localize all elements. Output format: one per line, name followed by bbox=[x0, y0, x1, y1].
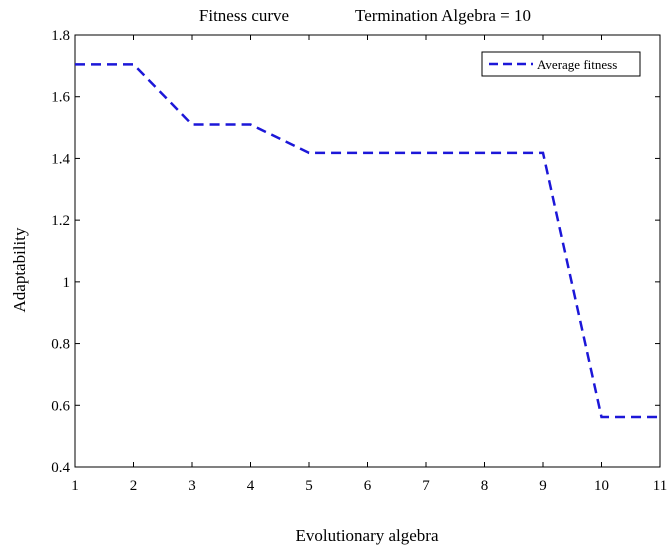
legend-label-average-fitness: Average fitness bbox=[537, 57, 617, 72]
plot-area-frame bbox=[74, 34, 661, 468]
x-tick-label: 6 bbox=[364, 478, 372, 494]
y-tick-label: 1.4 bbox=[51, 151, 70, 167]
x-tick-label: 10 bbox=[594, 478, 609, 494]
y-tick-label: 0.8 bbox=[51, 337, 70, 353]
x-tick-label: 5 bbox=[305, 478, 313, 494]
y-tick-label: 1.2 bbox=[51, 213, 70, 229]
y-axis: 0.4 0.6 0.8 1 1.2 1.4 1.6 1.8 bbox=[51, 28, 660, 476]
chart-title: Fitness curve bbox=[199, 6, 289, 25]
x-tick-label: 7 bbox=[422, 478, 430, 494]
series-line-average-fitness bbox=[75, 63, 660, 419]
y-tick-label: 1 bbox=[63, 275, 71, 291]
legend: Average fitness bbox=[481, 51, 641, 77]
x-tick-label: 2 bbox=[130, 478, 138, 494]
y-tick-label: 1.8 bbox=[51, 28, 70, 44]
x-tick-label: 9 bbox=[539, 478, 547, 494]
x-tick-label: 1 bbox=[71, 478, 79, 494]
x-tick-label: 8 bbox=[481, 478, 489, 494]
x-tick-label: 4 bbox=[247, 478, 255, 494]
x-axis-label: Evolutionary algebra bbox=[295, 526, 438, 545]
series-layer bbox=[74, 63, 661, 419]
y-axis-label: Adaptability bbox=[10, 227, 29, 312]
x-tick-label: 11 bbox=[653, 478, 667, 494]
chart-subtitle: Termination Algebra = 10 bbox=[355, 6, 531, 25]
x-tick-label: 3 bbox=[188, 478, 196, 494]
y-tick-label: 1.6 bbox=[51, 90, 70, 106]
x-axis: 1 2 3 4 5 6 7 8 9 10 11 bbox=[71, 35, 667, 494]
y-tick-label: 0.4 bbox=[51, 460, 70, 476]
y-tick-label: 0.6 bbox=[51, 398, 70, 414]
